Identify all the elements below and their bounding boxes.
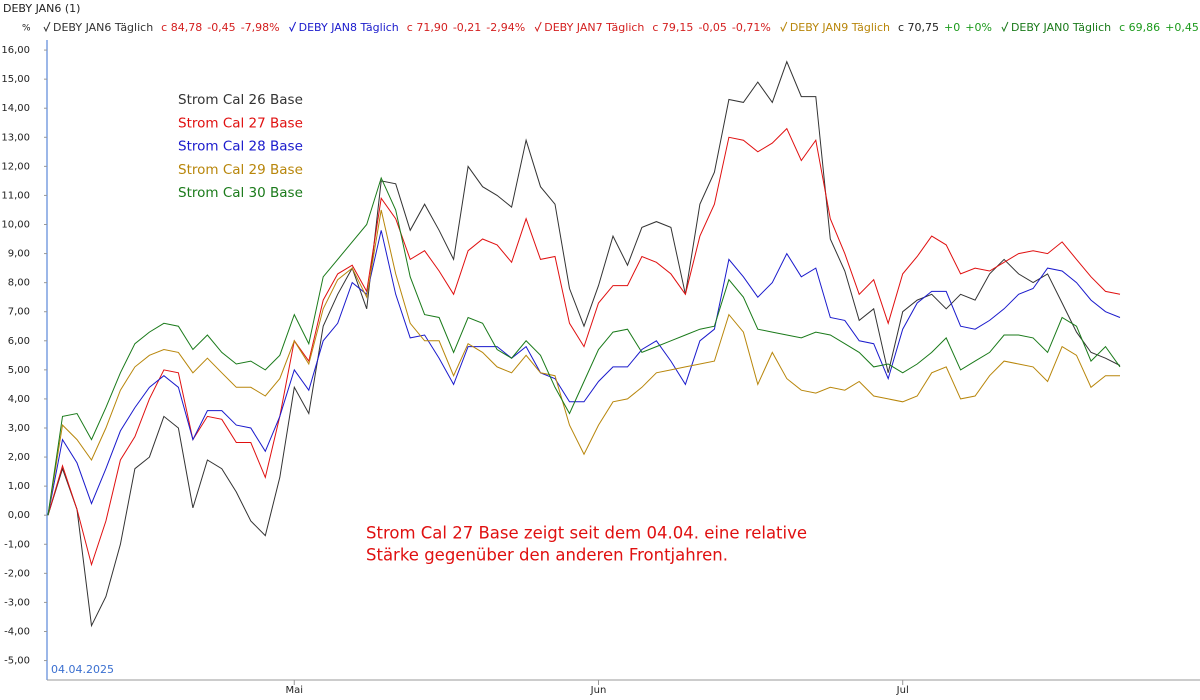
y-tick-label: 13,00: [1, 132, 30, 143]
y-tick-label: 6,00: [8, 336, 30, 347]
y-tick-label: 8,00: [8, 278, 30, 289]
annotation: Strom Cal 27 Base zeigt seit dem 04.04. …: [366, 524, 807, 543]
legend-entry: Strom Cal 29 Base: [178, 162, 303, 178]
header-quote: c 69,86: [1119, 21, 1160, 34]
start-label: 04.04.2025: [51, 663, 114, 676]
legend-entry: Strom Cal 26 Base: [178, 92, 303, 108]
header-change-pct: +0%: [965, 21, 992, 34]
header-symbol: DEBY JAN0 Täglich: [1011, 21, 1111, 34]
y-tick-label: 10,00: [1, 220, 30, 231]
y-tick-label: -3,00: [4, 597, 30, 608]
y-unit: %: [22, 24, 31, 34]
header-check: [534, 21, 542, 33]
y-tick-label: 14,00: [1, 103, 30, 114]
chart-title: DEBY JAN6 (1): [3, 2, 80, 15]
y-tick-label: 11,00: [1, 190, 30, 201]
header-check: [43, 21, 51, 33]
header-change: -0,21: [453, 21, 481, 34]
series-line: [47, 230, 1121, 516]
legend-entry: Strom Cal 27 Base: [178, 115, 303, 131]
y-tick-label: 9,00: [8, 249, 30, 260]
header-change: +0: [944, 21, 960, 34]
header-change: -0,05: [698, 21, 726, 34]
header-check: [780, 21, 788, 33]
y-tick-label: 15,00: [1, 74, 30, 85]
legend-entry: Strom Cal 28 Base: [178, 139, 303, 155]
header-symbol: DEBY JAN9 Täglich: [790, 21, 890, 34]
y-tick-label: 5,00: [8, 365, 30, 376]
y-tick-label: 12,00: [1, 161, 30, 172]
series-line: [47, 127, 1121, 567]
y-tick-label: 1,00: [8, 481, 30, 492]
x-tick-label: Jun: [590, 685, 607, 696]
y-tick-label: 3,00: [8, 423, 30, 434]
header-change-pct: -0,71%: [732, 21, 771, 34]
y-tick-label: -5,00: [4, 656, 30, 667]
series-line: [47, 60, 1121, 628]
header-symbol: DEBY JAN8 Täglich: [299, 21, 399, 34]
header-change: +0,45: [1165, 21, 1199, 34]
header-symbol: DEBY JAN7 Täglich: [544, 21, 644, 34]
annotation: Stärke gegenüber den anderen Frontjahren…: [366, 546, 728, 565]
header-check: [1001, 21, 1009, 33]
header-change-pct: -2,94%: [486, 21, 525, 34]
header-quote: c 84,78: [161, 21, 202, 34]
header-change-pct: -7,98%: [241, 21, 280, 34]
header-quote: c 79,15: [652, 21, 693, 34]
header-check: [289, 21, 297, 33]
header-quote: c 70,75: [898, 21, 939, 34]
y-tick-label: 4,00: [8, 394, 30, 405]
y-tick-label: 0,00: [8, 510, 30, 521]
series-line: [47, 176, 1121, 516]
y-tick-label: -2,00: [4, 568, 30, 579]
header-symbol: DEBY JAN6 Täglich: [53, 21, 153, 34]
x-tick-label: Mai: [285, 685, 303, 696]
y-tick-label: 7,00: [8, 307, 30, 318]
header-quote: c 71,90: [407, 21, 448, 34]
y-tick-label: -1,00: [4, 539, 30, 550]
x-tick-label: Jul: [896, 685, 909, 696]
legend-entry: Strom Cal 30 Base: [178, 185, 303, 201]
series-line: [47, 209, 1120, 516]
header-change: -0,45: [207, 21, 235, 34]
y-tick-label: 16,00: [1, 45, 30, 56]
y-tick-label: 2,00: [8, 452, 30, 463]
y-tick-label: -4,00: [4, 626, 30, 637]
